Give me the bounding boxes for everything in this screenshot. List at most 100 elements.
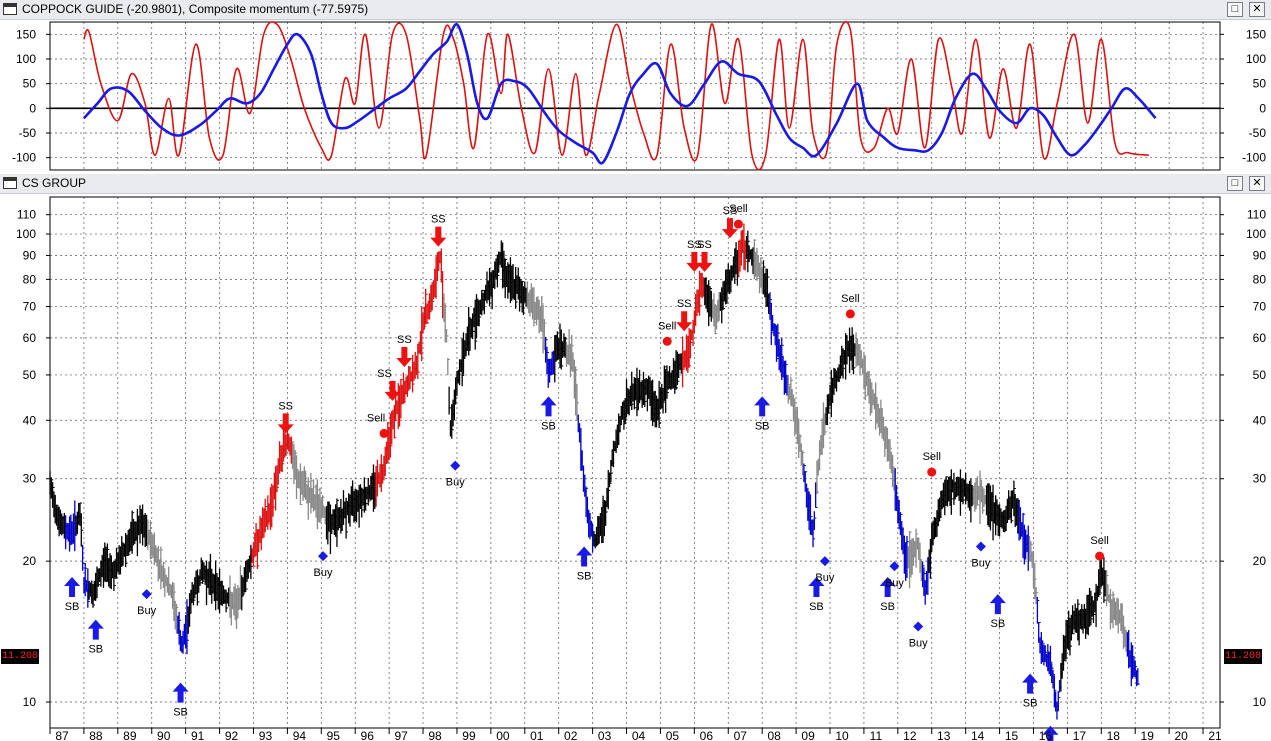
buy-signal-diamond [819, 556, 830, 567]
indicator-frame [49, 21, 1221, 171]
window-icon [3, 177, 17, 189]
y-tick-label: 0 [29, 101, 36, 115]
y-tick-label: 150 [16, 27, 36, 41]
y-tick-label: 70 [23, 300, 37, 314]
signal-label: SB [809, 601, 824, 613]
sell-signal-dot [927, 467, 937, 477]
signal-label: SB [1023, 698, 1038, 710]
signal-label: Sell [367, 412, 385, 424]
buy-signal-diamond [975, 541, 986, 552]
y-tick-label: 110 [17, 208, 36, 222]
x-tick-label: 88 [89, 729, 103, 741]
y-tick-label: 60 [23, 331, 37, 345]
signal-label: Buy [446, 477, 465, 489]
y-tick-label: 70 [1253, 300, 1267, 314]
sell-signal-arrow [721, 218, 738, 239]
signal-label: SB [173, 707, 188, 719]
buy-signal-arrow [989, 594, 1006, 615]
y-tick-label: 50 [23, 368, 37, 382]
y-tick-label: 50 [1253, 368, 1267, 382]
signal-label: SB [541, 420, 556, 432]
close-button[interactable]: ✕ [1249, 176, 1265, 191]
x-tick-label: 05 [666, 729, 680, 741]
buy-signal-arrow [754, 396, 771, 417]
indicator-panel-title: COPPOCK GUIDE (-20.9801), Composite mome… [22, 2, 369, 16]
window-icon [3, 3, 17, 15]
signal-label: SS [723, 205, 738, 217]
last-price-tag-right: 11.200 [1224, 649, 1262, 664]
y-tick-label: 10 [1253, 695, 1267, 709]
x-tick-label: 15 [1005, 729, 1019, 741]
x-tick-label: 02 [564, 729, 578, 741]
indicator-panel-titlebar: COPPOCK GUIDE (-20.9801), Composite mome… [0, 0, 1271, 20]
signal-label: Buy [885, 577, 904, 589]
signal-label: SB [65, 601, 80, 613]
y-tick-label: 30 [1253, 472, 1267, 486]
sell-signal-arrow [430, 226, 447, 247]
x-tick-label: 98 [428, 729, 442, 741]
y-tick-label: 50 [23, 77, 37, 91]
buy-signal-arrow [1022, 673, 1039, 694]
sell-signal-arrow [384, 380, 401, 401]
x-tick-label: 97 [394, 729, 408, 741]
signal-label: SS [687, 239, 702, 251]
restore-button[interactable]: □ [1227, 2, 1243, 17]
y-tick-label: 40 [1253, 413, 1267, 427]
sell-signal-arrow [686, 251, 703, 272]
close-button[interactable]: ✕ [1249, 2, 1265, 17]
x-tick-label: 17 [1073, 729, 1087, 741]
y-tick-label: 100 [1246, 52, 1266, 66]
signal-label: Sell [658, 320, 676, 332]
signal-label: SS [278, 400, 293, 412]
last-price-tag-left: 11.200 [1, 649, 39, 664]
y-tick-label: 90 [1253, 248, 1267, 262]
x-tick-label: 90 [157, 729, 171, 741]
signal-label: Buy [909, 638, 928, 650]
indicator-axes: 150 150 100 100 50 50 0 0 -50 -50 -100 -100 [12, 21, 1267, 171]
x-tick-label: 13 [937, 729, 951, 741]
y-tick-label: 50 [1253, 77, 1267, 91]
x-tick-label: 20 [1174, 729, 1188, 741]
signal-label: Sell [923, 451, 941, 463]
sell-signal-arrow [396, 346, 413, 367]
x-tick-label: 07 [734, 729, 748, 741]
year-axis: 87 88 89 90 91 92 93 94 95 96 97 98 99 00 01 02 03 04 05 06… [49, 728, 1222, 741]
x-tick-label: 16 [1039, 729, 1053, 741]
x-tick-label: 00 [496, 729, 510, 741]
restore-button[interactable]: □ [1227, 176, 1243, 191]
sell-signal-arrow [277, 413, 294, 434]
indicator-series [82, 20, 1157, 171]
y-tick-label: 80 [23, 272, 37, 286]
y-tick-label: 10 [23, 695, 37, 709]
y-tick-label: 60 [1253, 331, 1267, 345]
x-tick-label: 91 [191, 729, 205, 741]
signal-label: Buy [971, 557, 990, 569]
y-tick-label: 20 [1253, 554, 1267, 568]
buy-signal-arrow [1042, 725, 1059, 741]
x-tick-label: 96 [361, 729, 375, 741]
price-grid [49, 197, 1220, 728]
buy-signal-arrow [172, 682, 189, 703]
x-tick-label: 09 [801, 729, 815, 741]
composite-momentum-line [83, 20, 1149, 171]
x-tick-label: 11 [870, 729, 883, 741]
x-tick-label: 93 [259, 729, 273, 741]
sell-signal-arrow [676, 311, 693, 332]
sell-signal-dot [379, 428, 389, 438]
signal-label: SS [677, 298, 692, 310]
signal-label: SS [397, 334, 412, 346]
x-tick-label: 87 [55, 729, 69, 741]
signal-label: SB [577, 570, 592, 582]
y-tick-label: 100 [1246, 227, 1266, 241]
y-tick-label: 150 [1246, 27, 1266, 41]
x-tick-label: 14 [971, 729, 985, 741]
x-tick-label: 12 [903, 729, 917, 741]
y-tick-label: 80 [1253, 272, 1267, 286]
buy-signal-diamond [913, 621, 924, 632]
y-tick-label: 20 [23, 554, 37, 568]
x-tick-label: 08 [767, 729, 781, 741]
buy-signal-diamond [889, 561, 900, 572]
x-tick-label: 19 [1141, 729, 1155, 741]
y-tick-label: 110 [1247, 208, 1266, 222]
signal-label: SB [88, 644, 103, 656]
